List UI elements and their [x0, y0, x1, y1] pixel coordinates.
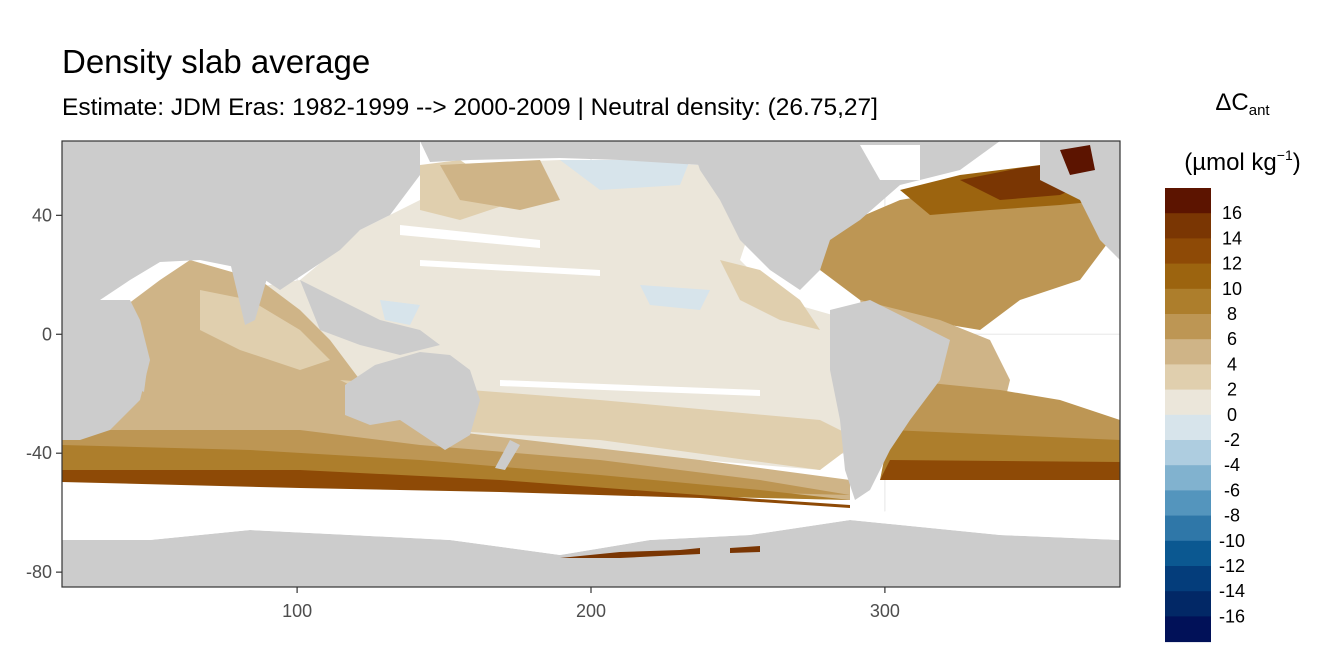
legend-label-7: 2: [1227, 380, 1237, 400]
x-tick-label-1: 200: [576, 601, 606, 621]
legend-label-6: 4: [1227, 354, 1237, 374]
legend-label-12: -8: [1224, 506, 1240, 526]
map-subtitle: Estimate: JDM Eras: 1982-1999 --> 2000-2…: [62, 94, 878, 121]
y-tick-label-1: 0: [42, 324, 52, 344]
y-tick-label-2: -40: [26, 443, 52, 463]
ocean-region-indian-north: [200, 290, 330, 370]
legend-label-2: 12: [1222, 254, 1242, 274]
land-antarctica: [62, 520, 1120, 587]
ocean-region-pacific-subtropic: [440, 160, 560, 210]
legend-swatch-12: [1165, 490, 1211, 517]
legend-swatch-1: [1165, 213, 1211, 239]
legend-swatch-17: [1165, 616, 1211, 643]
y-axis: 40 0 -40 -80: [26, 205, 62, 582]
legend-swatch-2: [1165, 238, 1211, 265]
land-north-america: [690, 141, 1000, 290]
legend-symbol: ΔC: [1215, 89, 1249, 116]
legend-label-3: 10: [1222, 279, 1242, 299]
legend-unit-open: (µmol kg: [1184, 149, 1277, 176]
ocean-patch-blue-1: [560, 160, 690, 190]
legend-unit-close: ): [1292, 149, 1301, 176]
legend-swatch-0: [1165, 188, 1211, 214]
legend-swatch-4: [1165, 288, 1211, 315]
legend-label-1: 14: [1222, 228, 1242, 248]
ocean-shelf-strip: [560, 548, 700, 558]
legend-label-4: 8: [1227, 304, 1237, 324]
ocean-shelf-strip-2: [730, 546, 760, 553]
x-tick-label-0: 100: [282, 601, 312, 621]
ocean-patch-blue-2: [640, 285, 710, 310]
legend-label-5: 6: [1227, 329, 1237, 349]
legend-symbol-sub: ant: [1248, 102, 1270, 119]
legend-label-10: -4: [1224, 455, 1240, 475]
legend-colorbar: 16 14 12 10 8 6 4 2 0 -2 -4 -6 -8 -10 -12 -14 -16: [1165, 188, 1245, 643]
land-south-america: [830, 300, 950, 500]
land-new-zealand: [495, 440, 520, 470]
ocean-region-california: [720, 260, 820, 330]
legend-label-15: -14: [1219, 581, 1245, 601]
land: [62, 141, 1120, 587]
land-europe: [1040, 141, 1120, 260]
legend-label-13: -10: [1219, 531, 1245, 551]
data-gap-2: [420, 260, 600, 276]
ocean-region-south-atlantic-core: [880, 460, 1120, 480]
land-india: [230, 262, 270, 325]
legend-swatch-10: [1165, 440, 1211, 466]
map-title: Density slab average: [62, 43, 371, 80]
land-africa: [62, 300, 150, 440]
ocean-region-nordic: [1060, 145, 1095, 175]
legend-label-0: 16: [1222, 203, 1242, 223]
legend-swatch-15: [1165, 566, 1211, 592]
no-data-southern: [62, 482, 1120, 555]
legend-swatch-6: [1165, 339, 1211, 365]
ocean-region-north-atlantic: [820, 190, 1110, 330]
legend-swatch-7: [1165, 364, 1211, 391]
legend-swatch-14: [1165, 540, 1211, 567]
y-tick-label-0: 40: [32, 205, 52, 225]
land-madagascar: [132, 360, 148, 392]
legend-swatch-11: [1165, 465, 1211, 491]
data-gap-1: [400, 225, 540, 248]
legend-swatch-16: [1165, 591, 1211, 617]
data-gaps: [400, 145, 920, 396]
legend-title: ΔCant (µmol kg−1): [1150, 86, 1335, 180]
ocean-patch-blue-3: [380, 300, 420, 325]
legend-swatch-3: [1165, 263, 1211, 290]
data-gap-3: [500, 380, 760, 396]
legend-unit-sup: −1: [1276, 147, 1293, 163]
legend-swatch-5: [1165, 314, 1211, 340]
legend-label-9: -2: [1224, 430, 1240, 450]
legend-label-8: 0: [1227, 405, 1237, 425]
x-tick-label-2: 300: [870, 601, 900, 621]
legend-swatch-9: [1165, 414, 1211, 441]
x-axis: 100 200 300: [282, 587, 900, 621]
land-australia: [345, 352, 480, 450]
land-indonesia: [300, 280, 440, 355]
legend-swatch-13: [1165, 515, 1211, 542]
y-tick-label-3: -80: [26, 562, 52, 582]
data-gap-4: [860, 145, 920, 180]
legend-swatch-8: [1165, 389, 1211, 416]
legend-label-16: -16: [1219, 606, 1245, 626]
legend-label-14: -12: [1219, 556, 1245, 576]
land-eurasia: [62, 141, 420, 300]
legend-label-11: -6: [1224, 480, 1240, 500]
